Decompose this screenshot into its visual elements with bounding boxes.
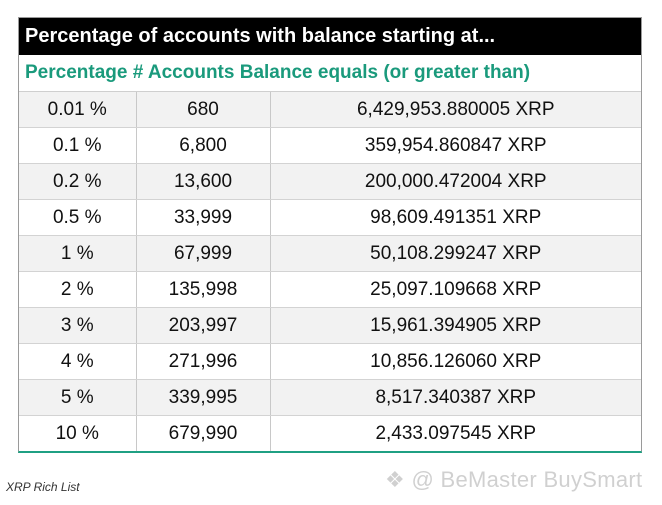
cell-percentage: 10 % [19,415,137,451]
cell-balance: 8,517.340387 XRP [270,379,641,416]
cell-percentage: 3 % [19,307,137,344]
table-row: 1 % 67,999 50,108.299247 XRP [19,235,641,272]
cell-percentage: 2 % [19,271,137,308]
cell-accounts: 6,800 [136,127,271,164]
cell-balance: 98,609.491351 XRP [270,199,641,236]
cell-percentage: 0.01 % [19,92,137,128]
cell-balance: 200,000.472004 XRP [270,163,641,200]
cell-percentage: 0.2 % [19,163,137,200]
cell-percentage: 0.5 % [19,199,137,236]
cell-balance: 6,429,953.880005 XRP [270,92,641,128]
header-balance: Balance equals (or greater than) [239,62,531,83]
rich-list-table: 0.01 % 680 6,429,953.880005 XRP 0.1 % 6,… [19,92,641,451]
cell-balance: 15,961.394905 XRP [270,307,641,344]
cell-accounts: 67,999 [136,235,271,272]
header-percentage: Percentage [25,62,133,83]
table-row: 0.5 % 33,999 98,609.491351 XRP [19,199,641,236]
table-row: 2 % 135,998 25,097.109668 XRP [19,271,641,308]
cell-accounts: 271,996 [136,343,271,380]
cell-percentage: 0.1 % [19,127,137,164]
table-header-row: Percentage # Accounts Balance equals (or… [19,55,641,92]
cell-balance: 359,954.860847 XRP [270,127,641,164]
rich-list-table-frame: Percentage of accounts with balance star… [18,17,642,453]
watermark-text: @ BeMaster BuySmart [411,467,643,492]
table-row: 0.2 % 13,600 200,000.472004 XRP [19,163,641,200]
cell-accounts: 339,995 [136,379,271,416]
cell-accounts: 33,999 [136,199,271,236]
table-title: Percentage of accounts with balance star… [19,18,641,55]
cell-balance: 2,433.097545 XRP [270,415,641,451]
table-row: 5 % 339,995 8,517.340387 XRP [19,379,641,416]
cell-percentage: 1 % [19,235,137,272]
header-accounts: # Accounts [132,62,240,83]
watermark-logo-icon: ❖ [385,467,412,492]
cell-accounts: 135,998 [136,271,271,308]
table-row: 4 % 271,996 10,856.126060 XRP [19,343,641,380]
cell-accounts: 203,997 [136,307,271,344]
table-row: 0.01 % 680 6,429,953.880005 XRP [19,92,641,128]
cell-accounts: 679,990 [136,415,271,451]
cell-percentage: 4 % [19,343,137,380]
cell-accounts: 680 [136,92,271,128]
cell-balance: 50,108.299247 XRP [270,235,641,272]
watermark: ❖ @ BeMaster BuySmart [385,467,642,493]
table-row: 0.1 % 6,800 359,954.860847 XRP [19,127,641,164]
cell-balance: 25,097.109668 XRP [270,271,641,308]
cell-accounts: 13,600 [136,163,271,200]
table-row: 3 % 203,997 15,961.394905 XRP [19,307,641,344]
cell-balance: 10,856.126060 XRP [270,343,641,380]
table-row: 10 % 679,990 2,433.097545 XRP [19,415,641,451]
image-caption: XRP Rich List [6,480,80,494]
cell-percentage: 5 % [19,379,137,416]
